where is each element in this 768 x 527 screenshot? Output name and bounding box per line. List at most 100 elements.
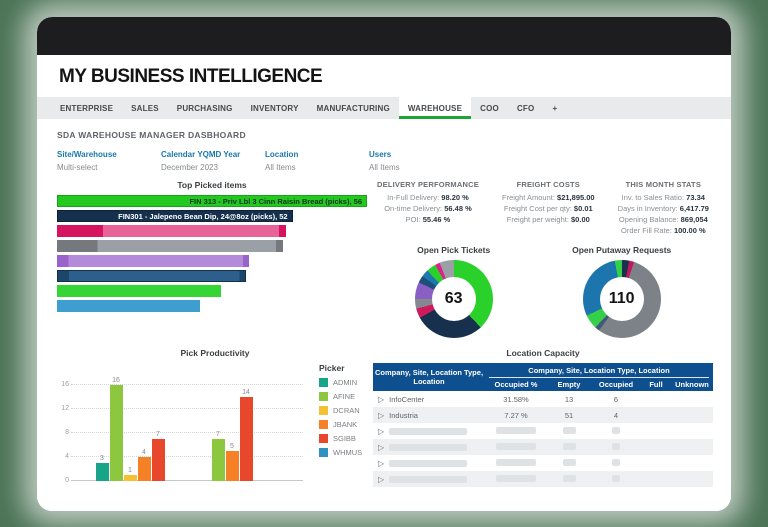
x-axis-line (71, 480, 303, 481)
legend-item-admin: ADMIN (319, 378, 362, 387)
open-pick-tickets-block: Open Pick Tickets 63 (414, 245, 493, 338)
stat-value: 56.48 % (444, 204, 472, 213)
stat-label: Days in Inventory: (617, 204, 678, 213)
bar-value-label: 3 (100, 455, 104, 462)
table-row: ▷ InfoCenter 31.58% 13 6 (373, 391, 713, 407)
expand-arrow-icon[interactable]: ▷ (378, 410, 385, 420)
table-row: ▷ (373, 439, 713, 455)
bar (225, 451, 239, 481)
tab-warehouse[interactable]: WAREHOUSE (398, 97, 472, 119)
column-header-empty: Empty (557, 380, 581, 389)
expand-arrow-icon[interactable]: ▷ (378, 474, 385, 484)
open-pick-tickets-title: Open Pick Tickets (417, 245, 491, 255)
filter-users[interactable]: Users All Items (369, 150, 473, 172)
tab-manufacturing[interactable]: MANUFACTURING (316, 103, 390, 113)
legend-item-sgibb: SGIBB (319, 434, 362, 443)
column-header-unknown: Unknown (675, 380, 709, 389)
stat-group-delivery-performance: DELIVERY PERFORMANCE In-Full Delivery: 98… (377, 180, 479, 236)
stat-line: Freight Cost per qty: $0.01 (502, 203, 595, 214)
top-picked-bar-row (57, 225, 367, 237)
y-tick-label: 12 (61, 405, 69, 412)
stat-value: 6,417.79 (679, 204, 709, 213)
bottom-row: Pick Productivity 16 12 8 4 0 3 16 1 4 7 7 5 14 Pic… (57, 348, 713, 487)
stat-label: In-Full Delivery: (387, 193, 440, 202)
filter-label: Location (265, 150, 299, 159)
expand-arrow-icon[interactable]: ▷ (378, 442, 385, 452)
redacted-value (562, 426, 576, 434)
stat-value: 98.20 % (441, 193, 469, 202)
bar (239, 397, 253, 481)
plot-area: 3 16 1 4 7 7 5 14 (71, 363, 309, 481)
top-picked-bar: FIN301 - Jalepeno Bean Dip, 24@8oz (pick… (57, 210, 293, 222)
top-picked-bar-row (57, 300, 367, 312)
filter-value[interactable]: December 2023 (161, 163, 218, 172)
redacted-value (612, 426, 620, 434)
stat-line: Opening Balance: 869,054 (618, 214, 709, 225)
stat-group-this-month-stats: THIS MONTH STATS Inv. to Sales Ratio: 73.… (618, 180, 709, 236)
table-row: ▷ (373, 423, 713, 439)
tab-enterprise[interactable]: ENTERPRISE (60, 103, 114, 113)
redacted-cell (591, 458, 641, 468)
bar (151, 439, 165, 481)
cell-occupied-pct: 7.27 % (504, 410, 528, 420)
bar-value-label: 1 (128, 467, 132, 474)
kpi-panel: DELIVERY PERFORMANCE In-Full Delivery: 98… (367, 180, 711, 338)
top-picked-bar-row (57, 285, 367, 297)
filter-value[interactable]: All Items (369, 163, 400, 172)
app-window: MY BUSINESS INTELLIGENCE ENTERPRISE SALES… (37, 17, 731, 511)
legend-items: ADMIN AFINE DCRAN JBANK SGIBB WHMUS (319, 378, 362, 457)
location-capacity-title: Location Capacity (506, 348, 580, 358)
cell-occupied: 6 (613, 394, 619, 404)
stat-label: Freight Amount: (502, 193, 555, 202)
dashboard-title: SDA WAREHOUSE MANAGER DASBHOARD (57, 130, 246, 140)
redacted-cell (547, 458, 591, 468)
bar-jbank: 4 (137, 449, 151, 481)
bar-jbank: 5 (225, 443, 239, 481)
tab-purchasing[interactable]: PURCHASING (176, 103, 233, 113)
table-row: ▷ Industria 7.27 % 51 4 (373, 407, 713, 423)
legend-title: Picker (319, 363, 345, 373)
expand-arrow-icon[interactable]: ▷ (378, 394, 385, 404)
filter-value[interactable]: Multi-select (57, 163, 98, 172)
row-name: Industria (389, 410, 418, 420)
filter-location[interactable]: Location All Items (265, 150, 369, 172)
bar-afine: 7 (211, 431, 225, 481)
window-titlebar (37, 17, 731, 55)
stat-line: Days in Inventory: 6,417.79 (618, 203, 709, 214)
filter-label: Site/Warehouse (57, 150, 117, 159)
legend-item-afine: AFINE (319, 392, 362, 401)
bar-sgibb: 14 (239, 389, 253, 481)
expand-arrow-icon[interactable]: ▷ (378, 426, 385, 436)
cell-empty: 13 (564, 394, 574, 404)
legend-swatch (319, 378, 328, 387)
bar-value-label: 7 (216, 431, 220, 438)
legend-label: WHMUS (333, 448, 363, 457)
gridline (71, 384, 303, 385)
stat-value: 869,054 (680, 215, 708, 224)
donut-row: Open Pick Tickets 63 Open Putaway Reques… (375, 245, 711, 338)
legend-label: JBANK (333, 420, 358, 429)
table-header: Company, Site, Location Type, Location Co… (373, 363, 713, 391)
filter-site-warehouse[interactable]: Site/Warehouse Multi-select (57, 150, 161, 172)
redacted-cell (485, 474, 547, 484)
filter-calendar-yqmd-year[interactable]: Calendar YQMD Year December 2023 (161, 150, 265, 172)
expand-arrow-icon[interactable]: ▷ (378, 458, 385, 468)
tab-sales[interactable]: SALES (131, 103, 159, 113)
tab-cfo[interactable]: CFO (516, 103, 535, 113)
filter-value[interactable]: All Items (265, 163, 296, 172)
redacted-value (562, 474, 576, 482)
top-picked-bar-row: FIN 313 - Priv Lbl 3 Cinn Raisin Bread (… (57, 195, 367, 207)
bar-value-label: 5 (230, 443, 234, 450)
redacted-cell (547, 442, 591, 452)
bar (109, 385, 123, 481)
y-tick-label: 16 (61, 381, 69, 388)
bar-admin: 3 (95, 455, 109, 481)
tab-coo[interactable]: COO (480, 103, 499, 113)
stat-line: Inv. to Sales Ratio: 73.34 (618, 192, 709, 203)
redacted-value (562, 442, 576, 450)
redacted-cell (591, 426, 641, 436)
tab-add[interactable]: + (552, 103, 558, 113)
tab-inventory[interactable]: INVENTORY (250, 103, 299, 113)
top-picked-title: Top Picked items (177, 180, 247, 190)
stat-line: Freight Amount: $21,895.00 (502, 192, 595, 203)
